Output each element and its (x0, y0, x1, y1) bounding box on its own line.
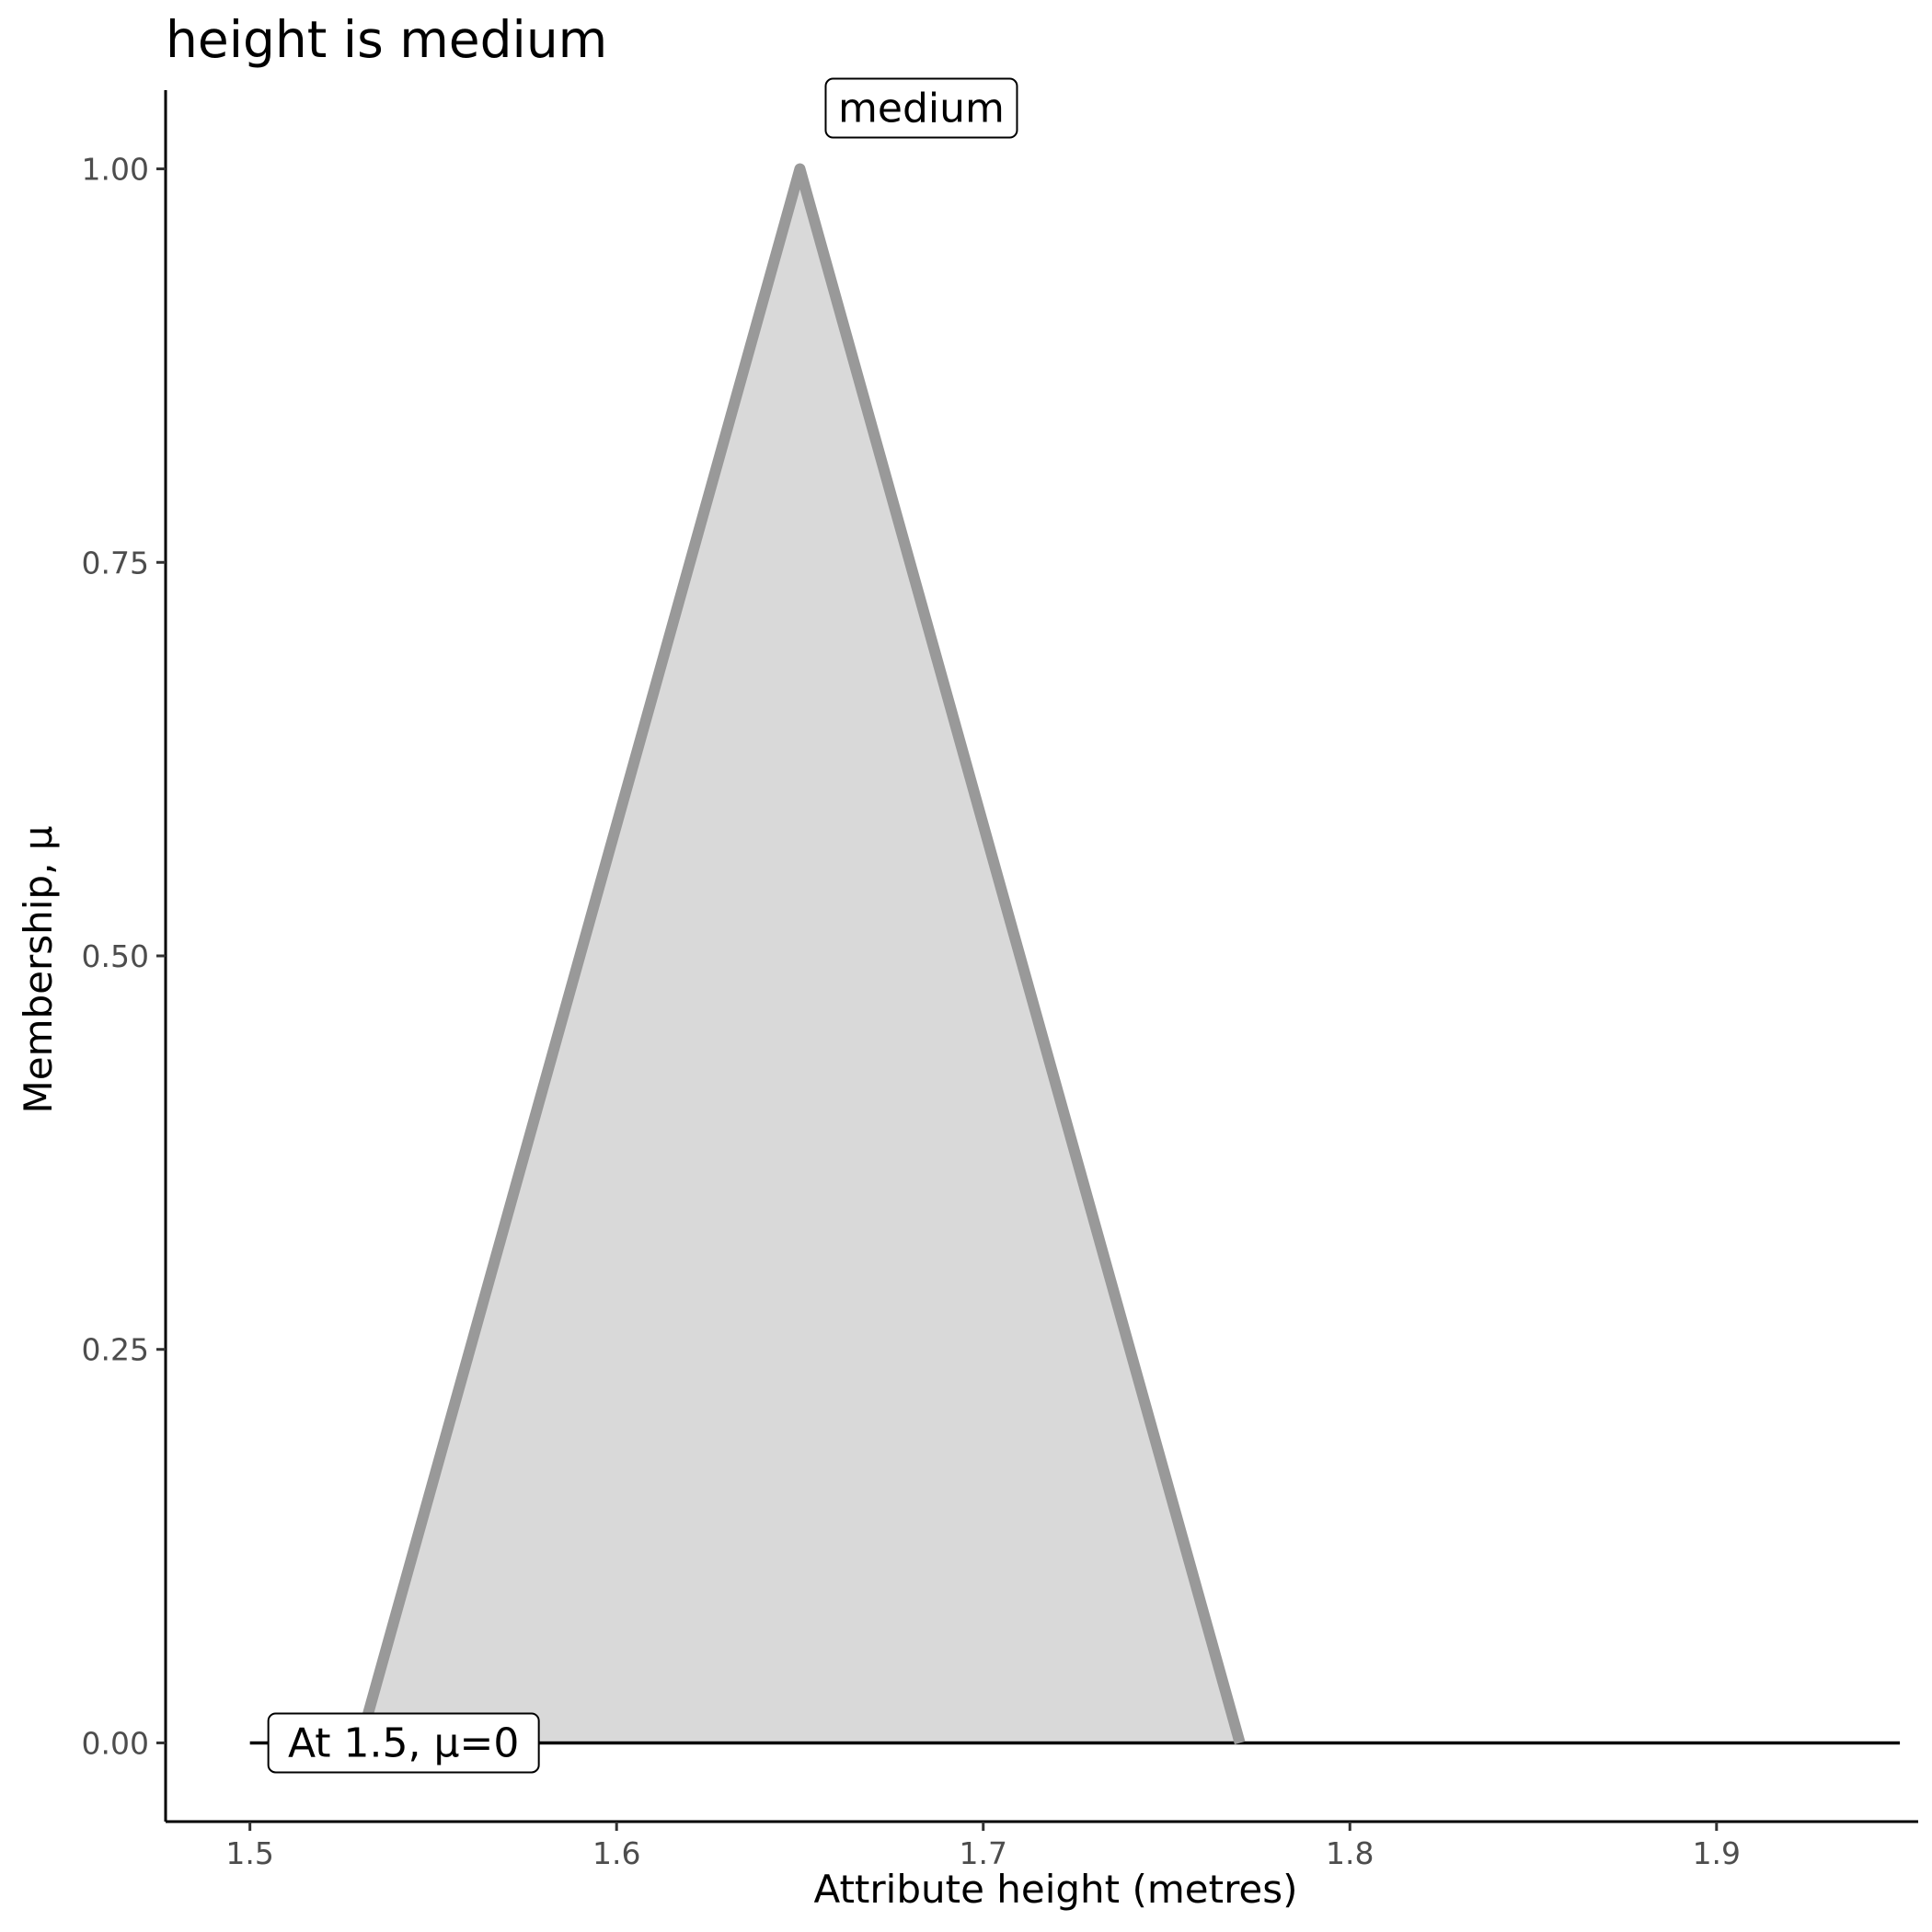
y-tick-label: 0.00 (82, 1725, 149, 1761)
y-tick-label: 0.50 (82, 938, 149, 974)
x-tick-label: 1.5 (225, 1835, 273, 1871)
line-layer (354, 163, 1246, 1745)
x-tick-label: 1.9 (1693, 1835, 1741, 1871)
annotation-box (824, 77, 1018, 139)
area-fill-medium (360, 168, 1240, 1743)
chart-title: height is medium (166, 10, 607, 69)
x-tick-label: 1.8 (1326, 1835, 1374, 1871)
x-tick-label: 1.6 (592, 1835, 640, 1871)
y-tick-label: 0.75 (82, 545, 149, 581)
annotations: medium At 1.5, μ=0 (267, 77, 1018, 1774)
ticks: 1.5 1.6 1.7 1.8 1.9 0.00 0.25 0.50 0.75 1.00 (82, 152, 1742, 1871)
annotation-label: medium (824, 77, 1018, 139)
x-axis-title: Attribute height (metres) (813, 1867, 1297, 1912)
y-tick-label: 1.00 (82, 152, 149, 188)
series-line-medium (354, 163, 1246, 1745)
y-tick-label: 0.25 (82, 1332, 149, 1368)
annotation-text: medium (838, 86, 1005, 132)
x-tick-label: 1.7 (959, 1835, 1006, 1871)
annotation-box (267, 1712, 540, 1774)
area-layer (360, 168, 1240, 1743)
annotation-label: At 1.5, μ=0 (267, 1712, 540, 1774)
annotation-text: At 1.5, μ=0 (288, 1719, 519, 1766)
y-axis-title: Membership, μ (16, 825, 61, 1113)
